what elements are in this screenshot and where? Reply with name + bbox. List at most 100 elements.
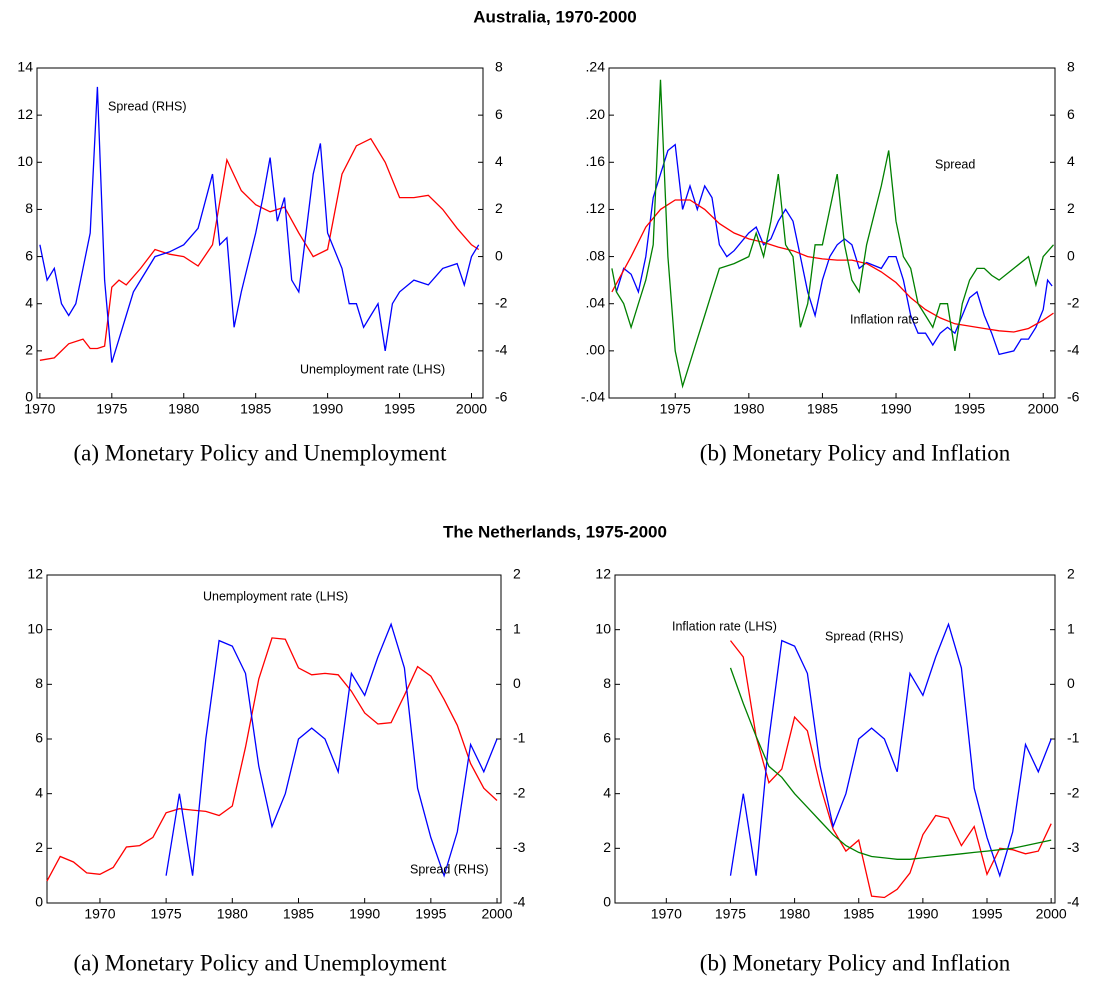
series-line <box>611 79 1054 389</box>
y2-tick-label: 0 <box>1067 247 1075 263</box>
x-tick-label: 2000 <box>481 906 512 922</box>
series-label: Spread (RHS) <box>108 99 187 113</box>
y2-tick-label: 4 <box>495 153 503 169</box>
series-label: Inflation rate (LHS) <box>672 619 777 633</box>
y-tick-label: .08 <box>586 247 606 263</box>
y2-tick-label: -2 <box>513 784 526 800</box>
plot-frame <box>608 67 1056 399</box>
y-tick-label: .24 <box>586 59 606 75</box>
x-tick-label: 2000 <box>1028 401 1059 417</box>
x-tick-label: 1980 <box>779 906 810 922</box>
series-label: Spread (RHS) <box>825 629 904 643</box>
y-tick-label: 6 <box>25 247 33 263</box>
x-tick-label: 1995 <box>384 401 415 417</box>
y2-tick-label: -2 <box>1067 784 1080 800</box>
y-tick-label: 14 <box>17 59 33 75</box>
y-tick-label: 2 <box>35 839 43 855</box>
y-tick-label: .12 <box>586 200 606 216</box>
y2-tick-label: -1 <box>1067 730 1080 746</box>
y2-tick-label: -3 <box>513 839 526 855</box>
y2-tick-label: -1 <box>513 730 526 746</box>
series-line <box>615 143 1053 356</box>
x-tick-label: 1975 <box>660 401 691 417</box>
series-line <box>39 86 480 363</box>
series-line <box>165 622 498 878</box>
y2-tick-label: 2 <box>513 566 521 582</box>
y2-tick-label: -4 <box>1067 342 1080 358</box>
y-tick-label: 2 <box>603 839 611 855</box>
y2-tick-label: -4 <box>513 894 526 910</box>
y-tick-label: .16 <box>586 153 606 169</box>
y2-tick-label: 4 <box>1067 153 1075 169</box>
series-line <box>611 199 1054 333</box>
y2-tick-label: -4 <box>1067 894 1080 910</box>
y-tick-label: 8 <box>25 200 33 216</box>
section-heading: The Netherlands, 1975-2000 <box>443 522 667 541</box>
x-tick-label: 1970 <box>84 906 115 922</box>
y-tick-label: 6 <box>35 730 43 746</box>
section-heading: Australia, 1970-2000 <box>473 7 637 26</box>
series-line <box>729 640 1052 899</box>
plot-frame <box>36 67 484 399</box>
y2-tick-label: 0 <box>495 247 503 263</box>
y2-tick-label: 2 <box>495 200 503 216</box>
y2-tick-label: 0 <box>513 675 521 691</box>
series-label: Unemployment rate (LHS) <box>203 589 348 603</box>
y-tick-label: .20 <box>586 106 606 122</box>
y2-tick-label: 2 <box>1067 566 1075 582</box>
y-tick-label: 12 <box>595 566 611 582</box>
y-tick-label: 12 <box>17 106 33 122</box>
y-tick-label: 8 <box>603 675 611 691</box>
series-line <box>729 667 1052 860</box>
x-tick-label: 1985 <box>807 401 838 417</box>
y-tick-label: 10 <box>595 620 611 636</box>
y2-tick-label: 2 <box>1067 200 1075 216</box>
x-tick-label: 1970 <box>24 401 55 417</box>
x-tick-label: 1985 <box>240 401 271 417</box>
y2-tick-label: -3 <box>1067 839 1080 855</box>
y-tick-label: 4 <box>35 784 43 800</box>
x-tick-label: 1985 <box>283 906 314 922</box>
y-tick-label: 4 <box>25 294 33 310</box>
x-tick-label: 1995 <box>415 906 446 922</box>
x-tick-label: 1990 <box>907 906 938 922</box>
y-tick-label: 2 <box>25 342 33 358</box>
y-tick-label: 0 <box>25 389 33 405</box>
y-tick-label: 4 <box>603 784 611 800</box>
y2-tick-label: -4 <box>495 342 508 358</box>
x-tick-label: 1985 <box>843 906 874 922</box>
x-tick-label: 1980 <box>733 401 764 417</box>
y2-tick-label: -6 <box>1067 389 1080 405</box>
y2-tick-label: 8 <box>495 59 503 75</box>
x-tick-label: 1980 <box>168 401 199 417</box>
x-tick-label: 1975 <box>151 906 182 922</box>
x-tick-label: 1980 <box>217 906 248 922</box>
series-line <box>39 137 480 361</box>
y-tick-label: 8 <box>35 675 43 691</box>
y-tick-label: 0 <box>35 894 43 910</box>
y2-tick-label: -2 <box>495 294 508 310</box>
y2-tick-label: -2 <box>1067 294 1080 310</box>
x-tick-label: 1970 <box>651 906 682 922</box>
y2-tick-label: 6 <box>1067 106 1075 122</box>
x-tick-label: 1990 <box>312 401 343 417</box>
x-tick-label: 1995 <box>971 906 1002 922</box>
y2-tick-label: 1 <box>1067 620 1075 636</box>
caption: (b) Monetary Policy and Inflation <box>700 440 1011 465</box>
y2-tick-label: 6 <box>495 106 503 122</box>
series-line <box>729 622 1052 878</box>
series-line <box>46 637 498 882</box>
series-label: Spread (RHS) <box>410 862 489 876</box>
y-tick-label: -.04 <box>581 389 605 405</box>
x-tick-label: 1990 <box>880 401 911 417</box>
y-tick-label: 0 <box>603 894 611 910</box>
x-tick-label: 2000 <box>456 401 487 417</box>
y2-tick-label: 8 <box>1067 59 1075 75</box>
series-label: Inflation rate <box>850 312 919 326</box>
y-tick-label: 10 <box>17 153 33 169</box>
caption: (a) Monetary Policy and Unemployment <box>73 440 447 465</box>
y-tick-label: 12 <box>27 566 43 582</box>
x-tick-label: 1995 <box>954 401 985 417</box>
plot-frame <box>46 574 502 904</box>
